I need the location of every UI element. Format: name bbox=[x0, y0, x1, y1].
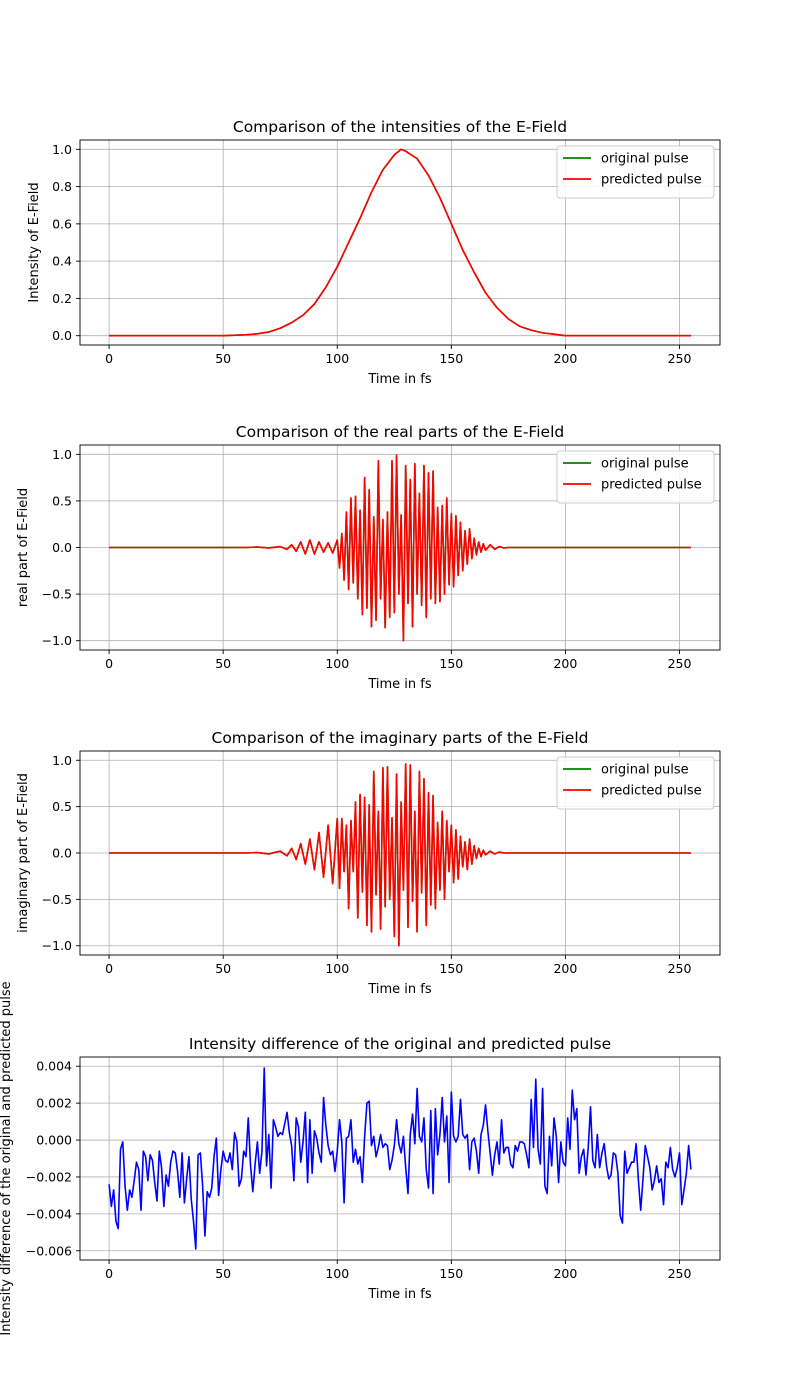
chart-panel-1: 0 50 100 150 200 250 0.0 0.2 0.4 0.6 0.8 1.0 Compari… bbox=[27, 118, 721, 387]
y-tick-label: −1.0 bbox=[42, 633, 72, 648]
x-tick-label: 100 bbox=[325, 351, 349, 366]
x-tick-label: 100 bbox=[325, 961, 349, 976]
x-tick-label: 100 bbox=[325, 1266, 349, 1281]
chart-title: Comparison of the real parts of the E-Fi… bbox=[236, 423, 564, 441]
y-tick-label: 0.0 bbox=[52, 846, 72, 861]
y-tick-label: 0.8 bbox=[52, 179, 72, 194]
y-axis-label: Intensity difference of the original and… bbox=[0, 981, 14, 1335]
legend: original pulse predicted pulse bbox=[556, 145, 715, 199]
series-line-2 bbox=[109, 454, 691, 642]
axes-frame bbox=[79, 139, 721, 346]
x-tick-label: 0 bbox=[105, 1266, 113, 1281]
y-tick-label: 0.2 bbox=[52, 291, 72, 306]
x-tick-label: 150 bbox=[439, 1266, 463, 1281]
y-tick-label: 0.6 bbox=[52, 216, 72, 231]
legend-label: predicted pulse bbox=[601, 173, 702, 188]
y-tick-label: 0.000 bbox=[36, 1133, 72, 1148]
x-tick-label: 150 bbox=[439, 351, 463, 366]
series-line-2 bbox=[109, 148, 691, 337]
chart-panel-2: 0 50 100 150 200 250 −1.0 −0.5 0.0 0.5 1.0 Comparis… bbox=[16, 423, 721, 692]
legend-label: predicted pulse bbox=[601, 784, 702, 799]
x-tick-label: 200 bbox=[553, 656, 577, 671]
y-tick-label: 0.4 bbox=[52, 254, 72, 269]
x-tick-label: 150 bbox=[439, 961, 463, 976]
x-tick-label: 250 bbox=[668, 656, 692, 671]
x-tick-label: 200 bbox=[553, 351, 577, 366]
legend: original pulse predicted pulse bbox=[556, 450, 715, 504]
legend-label: predicted pulse bbox=[601, 478, 702, 493]
y-tick-label: 1.0 bbox=[52, 753, 72, 768]
x-tick-label: 50 bbox=[215, 961, 231, 976]
y-tick-label: 0.5 bbox=[52, 493, 72, 508]
axes-frame bbox=[79, 1056, 721, 1261]
y-tick-label: 0.5 bbox=[52, 799, 72, 814]
chart-title: Comparison of the imaginary parts of the… bbox=[212, 729, 589, 747]
chart-title: Intensity difference of the original and… bbox=[189, 1035, 611, 1053]
legend-box bbox=[556, 450, 715, 504]
y-tick-label: −0.004 bbox=[26, 1206, 72, 1221]
legend-label: original pulse bbox=[601, 152, 689, 167]
y-tick-label: 0.0 bbox=[52, 540, 72, 555]
legend: original pulse predicted pulse bbox=[556, 756, 715, 810]
y-tick-label: −0.5 bbox=[42, 587, 72, 602]
y-tick-label: 1.0 bbox=[52, 447, 72, 462]
x-tick-label: 250 bbox=[668, 351, 692, 366]
x-tick-label: 0 bbox=[105, 961, 113, 976]
legend-box bbox=[556, 756, 715, 810]
x-tick-label: 250 bbox=[668, 1266, 692, 1281]
y-tick-label: 0.004 bbox=[36, 1059, 72, 1074]
x-tick-label: 200 bbox=[553, 1266, 577, 1281]
y-tick-label: 0.002 bbox=[36, 1096, 72, 1111]
legend-box bbox=[556, 145, 715, 199]
chart-panel-4: 0 50 100 150 200 250 −0.006 −0.004 −0.002 0.000 0.… bbox=[0, 981, 721, 1336]
chart-title: Comparison of the intensities of the E-F… bbox=[233, 118, 567, 136]
series-line-2 bbox=[109, 763, 691, 947]
y-tick-label: −0.002 bbox=[26, 1169, 72, 1184]
x-tick-label: 0 bbox=[105, 656, 113, 671]
x-axis-label: Time in fs bbox=[367, 677, 432, 692]
y-tick-label: 1.0 bbox=[52, 142, 72, 157]
x-tick-label: 50 bbox=[215, 351, 231, 366]
y-axis-label: Intensity of E-Field bbox=[27, 182, 42, 302]
x-tick-label: 100 bbox=[325, 656, 349, 671]
y-tick-label: −1.0 bbox=[42, 938, 72, 953]
x-tick-label: 50 bbox=[215, 1266, 231, 1281]
x-tick-label: 0 bbox=[105, 351, 113, 366]
x-tick-label: 200 bbox=[553, 961, 577, 976]
y-tick-label: −0.006 bbox=[26, 1243, 72, 1258]
y-tick-label: 0.0 bbox=[52, 328, 72, 343]
x-tick-label: 250 bbox=[668, 961, 692, 976]
series-line-1 bbox=[108, 1067, 692, 1250]
x-tick-label: 150 bbox=[439, 656, 463, 671]
x-axis-label: Time in fs bbox=[367, 982, 432, 997]
x-tick-label: 50 bbox=[215, 656, 231, 671]
x-axis-label: Time in fs bbox=[367, 372, 432, 387]
y-tick-label: −0.5 bbox=[42, 892, 72, 907]
x-axis-label: Time in fs bbox=[367, 1287, 432, 1302]
y-axis-label: real part of E-Field bbox=[16, 488, 31, 607]
y-axis-label: imaginary part of E-Field bbox=[16, 773, 31, 933]
chart-panel-3: 0 50 100 150 200 250 −1.0 −0.5 0.0 0.5 1.0 Comparis… bbox=[16, 729, 721, 997]
legend-label: original pulse bbox=[601, 763, 689, 778]
legend-label: original pulse bbox=[601, 457, 689, 472]
